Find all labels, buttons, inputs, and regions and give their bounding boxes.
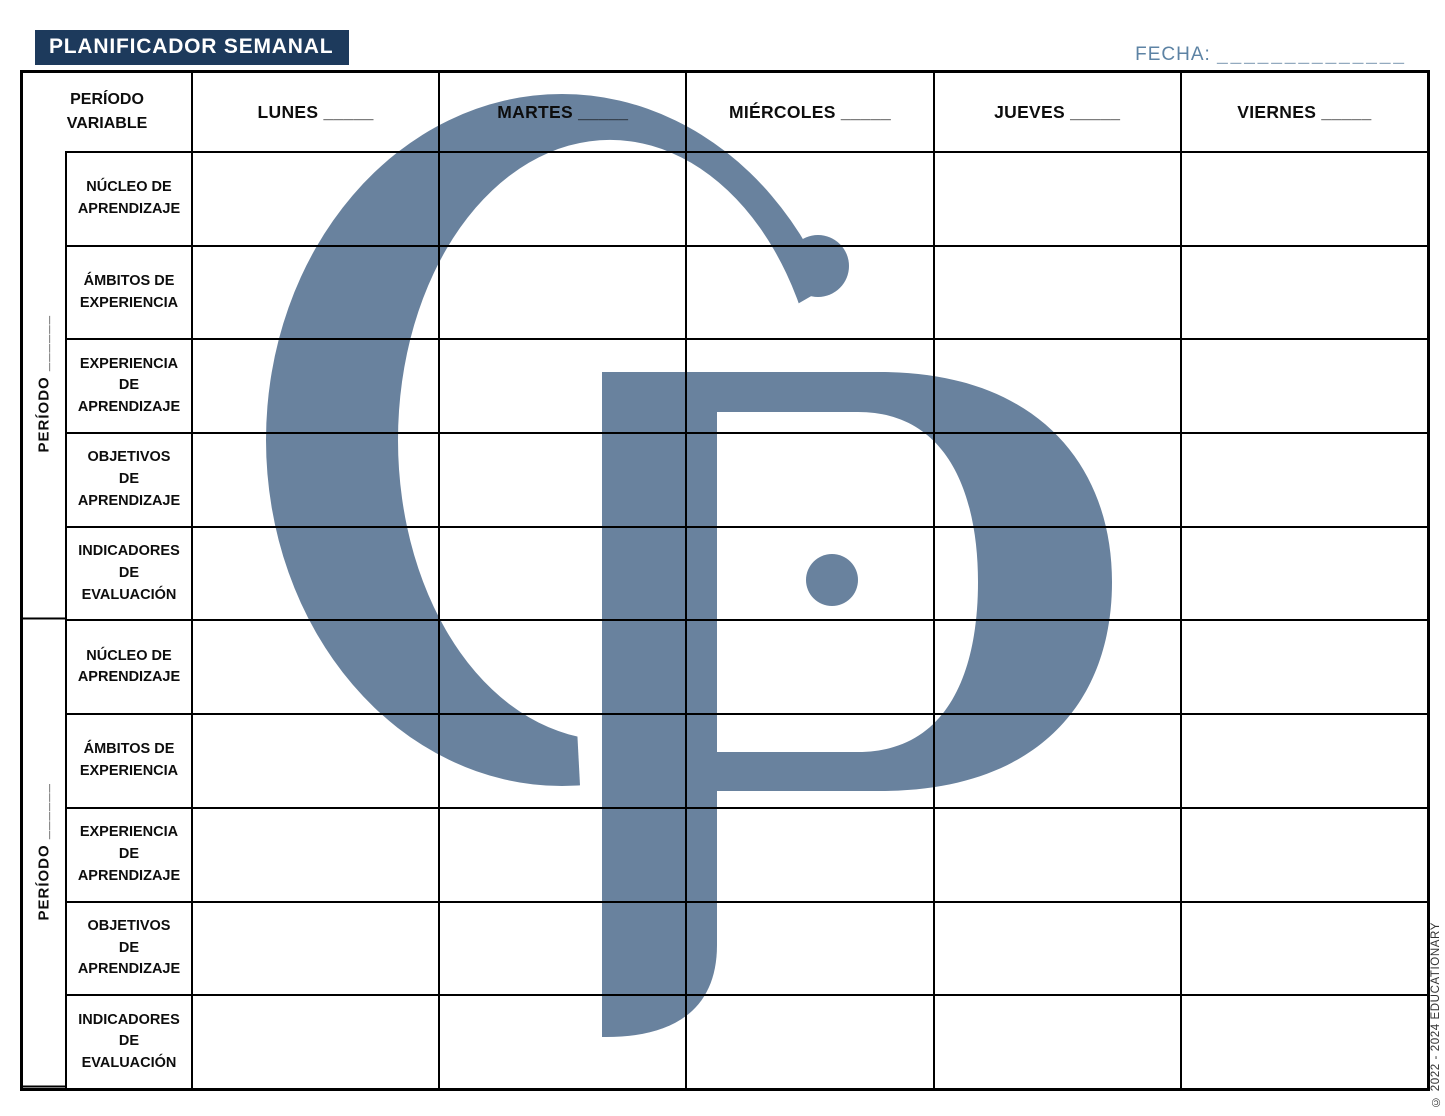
day-header-lunes: LUNES _____ (191, 73, 438, 151)
logo-c-shape (266, 94, 858, 786)
row-label-ambitos-2: ÁMBITOS DE EXPERIENCIA (65, 713, 191, 807)
planner-cell (191, 244, 439, 339)
row-label-ambitos-1: ÁMBITOS DE EXPERIENCIA (65, 244, 191, 339)
planner-cell (932, 994, 1180, 1088)
logo-c-tip (787, 235, 849, 297)
planner-cell (438, 994, 686, 1088)
planner-cell (438, 151, 686, 245)
planner-cell (932, 338, 1180, 433)
planner-cell (685, 525, 933, 620)
planner-cell (932, 900, 1180, 995)
planner-cell (191, 338, 439, 433)
planner-cell (438, 244, 686, 339)
planner-cell (1179, 619, 1427, 714)
day-header-martes: MARTES _____ (438, 73, 685, 151)
planner-cell (932, 713, 1180, 807)
planner-cell (1179, 525, 1427, 620)
logo-p-bowl (602, 372, 1112, 791)
planner-cell (438, 619, 686, 714)
planner-cell (191, 713, 439, 807)
period-2-header: PERÍODO ______ (23, 619, 65, 1088)
row-label-objetivos-1: OBJETIVOS DE APRENDIZAJE (65, 432, 191, 526)
period-1-header: PERÍODO ______ (23, 151, 65, 620)
planner-cell (685, 244, 933, 339)
planner-cell (685, 151, 933, 245)
row-label-objetivos-2: OBJETIVOS DE APRENDIZAJE (65, 900, 191, 995)
logo-p-stem (602, 372, 717, 1037)
row-label-indicadores-2: INDICADORES DE EVALUACIÓN (65, 994, 191, 1088)
logo-dot (806, 554, 858, 606)
planner-cell (1179, 151, 1427, 245)
planner-cell (932, 525, 1180, 620)
planner-cell (932, 806, 1180, 901)
planner-cell (191, 994, 439, 1088)
planner-cell (438, 806, 686, 901)
date-field: FECHA: ______________ (1135, 44, 1407, 66)
date-blank-line: ______________ (1217, 44, 1407, 65)
planner-cell (438, 713, 686, 807)
row-label-nucleo-1: NÚCLEO DE APRENDIZAJE (65, 151, 191, 245)
page-title: PLANIFICADOR SEMANAL (35, 30, 350, 65)
copyright-text: © 2022 - 2024 EDUCATIONARY (1430, 922, 1442, 1108)
planner-cell (1179, 900, 1427, 995)
planner-cell (438, 432, 686, 526)
row-label-indicadores-1: INDICADORES DE EVALUACIÓN (65, 525, 191, 620)
row-label-experiencia-2: EXPERIENCIA DE APRENDIZAJE (65, 806, 191, 901)
planner-cell (685, 338, 933, 433)
day-header-jueves: JUEVES _____ (932, 73, 1180, 151)
date-label: FECHA: (1135, 44, 1211, 65)
planner-cell (1179, 432, 1427, 526)
corner-header: PERÍODO VARIABLE (66, 91, 148, 132)
planner-cell (438, 525, 686, 620)
planner-cell (932, 244, 1180, 339)
day-header-miercoles: MIÉRCOLES _____ (685, 73, 932, 151)
planner-cell (932, 432, 1180, 526)
planner-cell (1179, 713, 1427, 807)
planner-cell (685, 994, 933, 1088)
row-label-nucleo-2: NÚCLEO DE APRENDIZAJE (65, 619, 191, 714)
planner-cell (685, 619, 933, 714)
planner-cell (191, 619, 439, 714)
planner-cell (1179, 806, 1427, 901)
planner-cell (191, 151, 439, 245)
day-header-viernes: VIERNES _____ (1179, 73, 1427, 151)
planner-cell (1179, 338, 1427, 433)
planner-cell (685, 900, 933, 995)
row-label-experiencia-1: EXPERIENCIA DE APRENDIZAJE (65, 338, 191, 433)
planner-cell (685, 432, 933, 526)
planner-cell (191, 806, 439, 901)
planner-cell (1179, 244, 1427, 339)
planner-cell (932, 619, 1180, 714)
planner-cell (685, 713, 933, 807)
planner-cell (438, 338, 686, 433)
planner-cell (685, 806, 933, 901)
planner-cell (1179, 994, 1427, 1088)
planner-cell (191, 900, 439, 995)
planner-cell (191, 432, 439, 526)
planner-cell (438, 900, 686, 995)
planner-cell (932, 151, 1180, 245)
planner-cell (191, 525, 439, 620)
planner-table: PERÍODO VARIABLE LUNES _____ MARTES ____… (20, 70, 1430, 1091)
